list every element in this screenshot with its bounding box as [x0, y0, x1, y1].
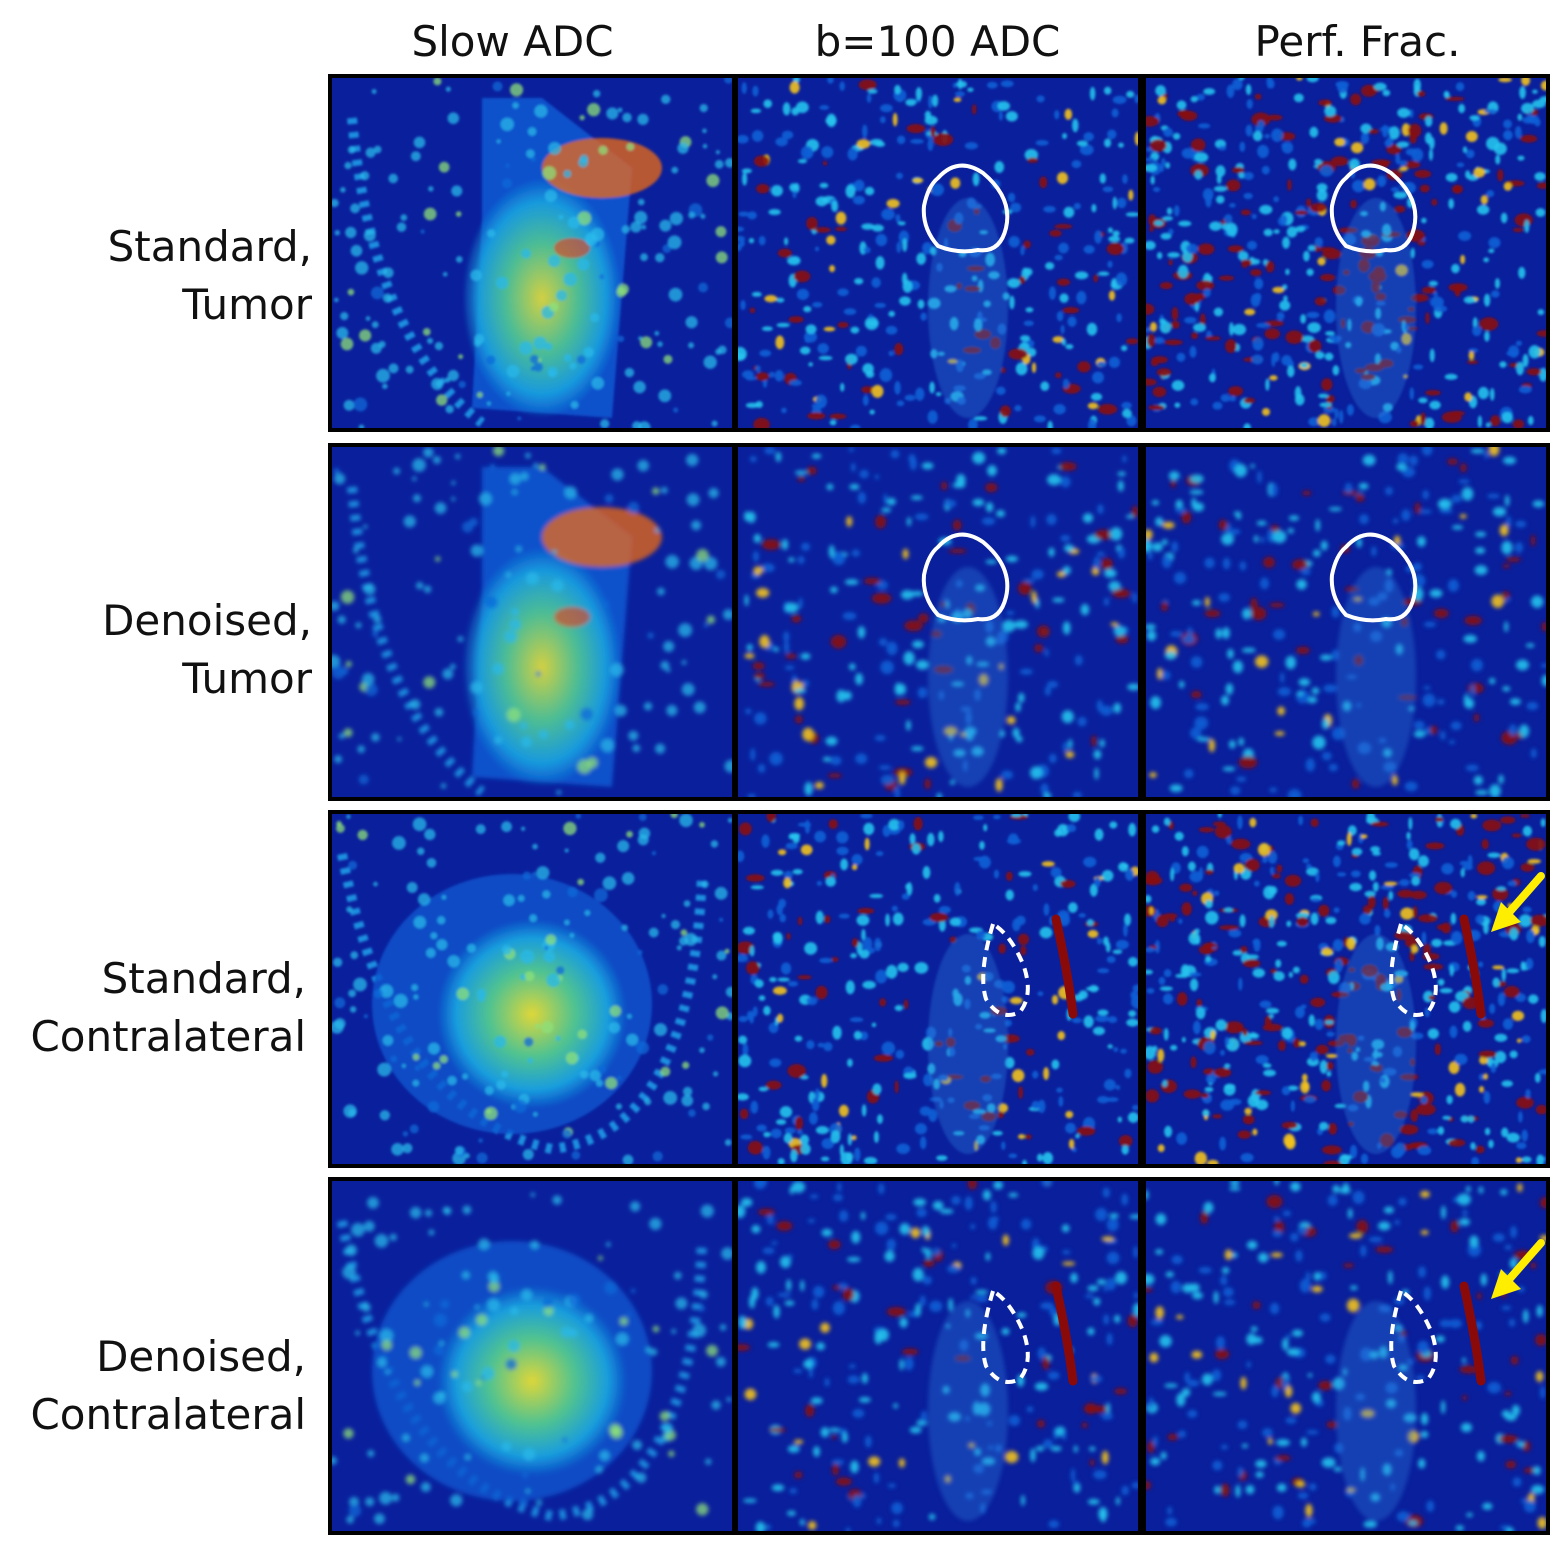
image-panel-std-tumor-b100	[734, 74, 1142, 432]
roi-outline-dashed	[981, 920, 1030, 1017]
yellow-arrow-icon	[1491, 872, 1545, 932]
parametric-map	[332, 1181, 732, 1531]
parametric-map	[1146, 78, 1546, 428]
image-panel-std-contra-b100	[734, 810, 1142, 1168]
image-panel-den-tumor-b100	[734, 443, 1142, 801]
parametric-map	[738, 78, 1138, 428]
column-header-b100-adc: b=100 ADC	[814, 17, 1061, 66]
parametric-map	[332, 814, 732, 1164]
row-label-standard-contralateral: Standard, Contralateral	[30, 954, 306, 1061]
parametric-map	[1146, 814, 1546, 1164]
roi-outline-solid	[921, 163, 1010, 254]
parametric-map	[738, 814, 1138, 1164]
row-label-standard-tumor: Standard, Tumor	[107, 222, 312, 329]
image-panel-std-contra-slow	[328, 810, 736, 1168]
column-header-perf-frac: Perf. Frac.	[1254, 17, 1461, 66]
roi-outline-solid	[921, 532, 1010, 623]
image-panel-den-contra-perf	[1142, 1177, 1550, 1535]
parametric-map	[332, 78, 732, 428]
row-label-denoised-tumor: Denoised, Tumor	[102, 596, 312, 703]
roi-outline-dashed	[1389, 1287, 1438, 1384]
image-panel-den-tumor-perf	[1142, 443, 1550, 801]
roi-outline-dashed	[1389, 920, 1438, 1017]
parametric-map	[738, 447, 1138, 797]
image-panel-std-tumor-perf	[1142, 74, 1550, 432]
parametric-map	[332, 447, 732, 797]
roi-outline-dashed	[981, 1287, 1030, 1384]
image-panel-std-contra-perf	[1142, 810, 1550, 1168]
roi-outline-solid	[1329, 163, 1418, 254]
yellow-arrow-icon	[1491, 1239, 1545, 1299]
column-header-slow-adc: Slow ADC	[411, 17, 614, 66]
roi-outline-solid	[1329, 532, 1418, 623]
image-panel-den-tumor-slow	[328, 443, 736, 801]
image-panel-den-contra-b100	[734, 1177, 1142, 1535]
parametric-map	[738, 1181, 1138, 1531]
parametric-map	[1146, 1181, 1546, 1531]
parametric-map	[1146, 447, 1546, 797]
image-panel-den-contra-slow	[328, 1177, 736, 1535]
row-label-denoised-contralateral: Denoised, Contralateral	[30, 1332, 306, 1439]
image-panel-std-tumor-slow	[328, 74, 736, 432]
